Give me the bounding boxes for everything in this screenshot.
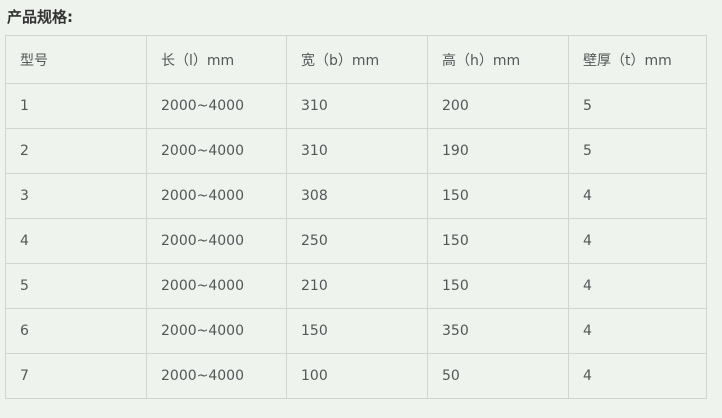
cell-model: 4 bbox=[5, 218, 147, 264]
cell-model: 5 bbox=[5, 263, 147, 309]
cell-length: 2000~4000 bbox=[146, 263, 287, 309]
cell-height: 190 bbox=[427, 128, 569, 174]
cell-wall-thickness: 4 bbox=[568, 173, 707, 219]
table-row: 3 2000~4000 308 150 4 bbox=[5, 173, 707, 219]
cell-width: 100 bbox=[286, 353, 428, 399]
cell-width: 250 bbox=[286, 218, 428, 264]
cell-width: 150 bbox=[286, 308, 428, 354]
cell-width: 210 bbox=[286, 263, 428, 309]
cell-length: 2000~4000 bbox=[146, 83, 287, 129]
cell-width: 308 bbox=[286, 173, 428, 219]
cell-wall-thickness: 4 bbox=[568, 308, 707, 354]
cell-width: 310 bbox=[286, 128, 428, 174]
cell-width: 310 bbox=[286, 83, 428, 129]
cell-length: 2000~4000 bbox=[146, 128, 287, 174]
cell-model: 2 bbox=[5, 128, 147, 174]
cell-model: 7 bbox=[5, 353, 147, 399]
cell-model: 3 bbox=[5, 173, 147, 219]
table-header-row: 型号 长（l）mm 宽（b）mm 高（h）mm 壁厚（t）mm bbox=[5, 35, 707, 84]
page-title: 产品规格: bbox=[7, 8, 73, 26]
column-header-width: 宽（b）mm bbox=[286, 35, 428, 84]
cell-model: 1 bbox=[5, 83, 147, 129]
cell-wall-thickness: 4 bbox=[568, 218, 707, 264]
cell-length: 2000~4000 bbox=[146, 353, 287, 399]
cell-height: 150 bbox=[427, 173, 569, 219]
table-row: 1 2000~4000 310 200 5 bbox=[5, 83, 707, 129]
table-row: 6 2000~4000 150 350 4 bbox=[5, 308, 707, 354]
cell-height: 50 bbox=[427, 353, 569, 399]
cell-length: 2000~4000 bbox=[146, 173, 287, 219]
product-spec-table: 型号 长（l）mm 宽（b）mm 高（h）mm 壁厚（t）mm 1 2000~4… bbox=[5, 35, 707, 399]
cell-model: 6 bbox=[5, 308, 147, 354]
cell-wall-thickness: 4 bbox=[568, 353, 707, 399]
cell-wall-thickness: 5 bbox=[568, 128, 707, 174]
cell-wall-thickness: 4 bbox=[568, 263, 707, 309]
table-row: 5 2000~4000 210 150 4 bbox=[5, 263, 707, 309]
cell-length: 2000~4000 bbox=[146, 308, 287, 354]
table-row: 4 2000~4000 250 150 4 bbox=[5, 218, 707, 264]
cell-height: 150 bbox=[427, 263, 569, 309]
cell-height: 200 bbox=[427, 83, 569, 129]
column-header-model: 型号 bbox=[5, 35, 147, 84]
cell-height: 150 bbox=[427, 218, 569, 264]
column-header-wall-thickness: 壁厚（t）mm bbox=[568, 35, 707, 84]
cell-wall-thickness: 5 bbox=[568, 83, 707, 129]
table-row: 2 2000~4000 310 190 5 bbox=[5, 128, 707, 174]
table-row: 7 2000~4000 100 50 4 bbox=[5, 353, 707, 399]
cell-length: 2000~4000 bbox=[146, 218, 287, 264]
column-header-height: 高（h）mm bbox=[427, 35, 569, 84]
cell-height: 350 bbox=[427, 308, 569, 354]
column-header-length: 长（l）mm bbox=[146, 35, 287, 84]
